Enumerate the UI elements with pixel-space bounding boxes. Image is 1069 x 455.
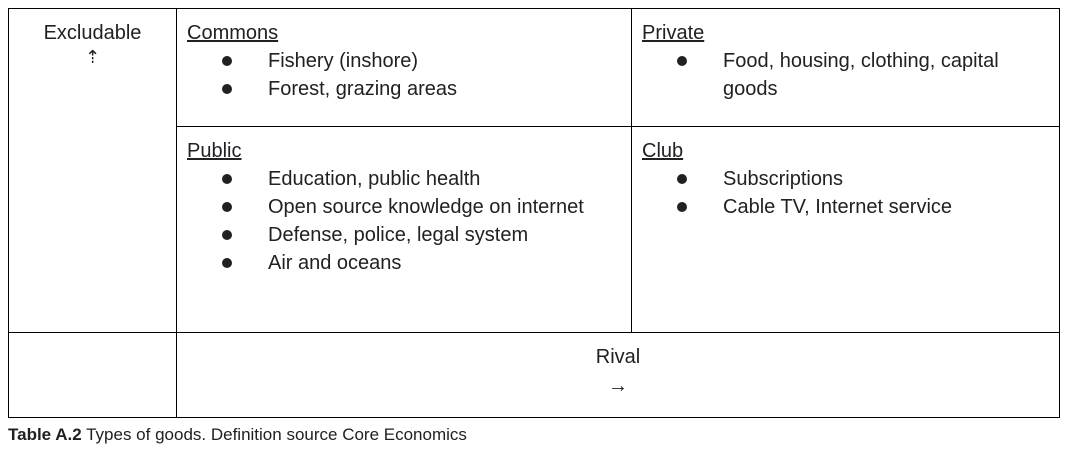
list-item: Food, housing, clothing, capital goods [677, 47, 1049, 103]
table-row: Public Education, public health Open sou… [9, 126, 1060, 333]
arrow-right-icon: → [608, 375, 628, 397]
commons-cell: Commons Fishery (inshore) Forest, grazin… [176, 8, 632, 127]
commons-title: Commons [187, 22, 279, 44]
club-list: Subscriptions Cable TV, Internet service [642, 165, 1049, 221]
excludable-axis-cell: Excludable ⇡ [8, 8, 177, 333]
club-title: Club [642, 140, 684, 162]
empty-corner-cell [8, 332, 177, 418]
rival-axis-cell: Rival → [176, 332, 1060, 418]
private-cell: Private Food, housing, clothing, capital… [631, 8, 1060, 127]
public-title: Public [187, 140, 242, 162]
list-item: Open source knowledge on internet [222, 193, 621, 221]
caption-text: Types of goods. Definition source Core E… [81, 425, 467, 444]
list-item: Air and oceans [222, 249, 621, 277]
list-item: Cable TV, Internet service [677, 193, 1049, 221]
club-cell: Club Subscriptions Cable TV, Internet se… [631, 126, 1060, 333]
excludable-label: Excludable [43, 22, 142, 44]
caption-label: Table A.2 [8, 425, 82, 444]
public-cell: Public Education, public health Open sou… [176, 126, 632, 333]
private-title: Private [642, 22, 705, 44]
table-row: Rival → [8, 332, 1060, 418]
rival-label: Rival [595, 346, 641, 368]
list-item: Defense, police, legal system [222, 221, 621, 249]
table-caption: Table A.2 Types of goods. Definition sou… [8, 424, 467, 446]
list-item: Education, public health [222, 165, 621, 193]
list-item: Fishery (inshore) [222, 47, 621, 75]
commons-list: Fishery (inshore) Forest, grazing areas [187, 47, 621, 103]
list-item: Forest, grazing areas [222, 75, 621, 103]
table-row: Excludable ⇡ Commons Fishery (inshore) F… [8, 8, 1060, 333]
types-of-goods-table: Excludable ⇡ Commons Fishery (inshore) F… [8, 8, 1060, 418]
public-list: Education, public health Open source kno… [187, 165, 621, 277]
arrow-up-icon: ⇡ [84, 47, 101, 67]
list-item: Subscriptions [677, 165, 1049, 193]
private-list: Food, housing, clothing, capital goods [642, 47, 1049, 103]
